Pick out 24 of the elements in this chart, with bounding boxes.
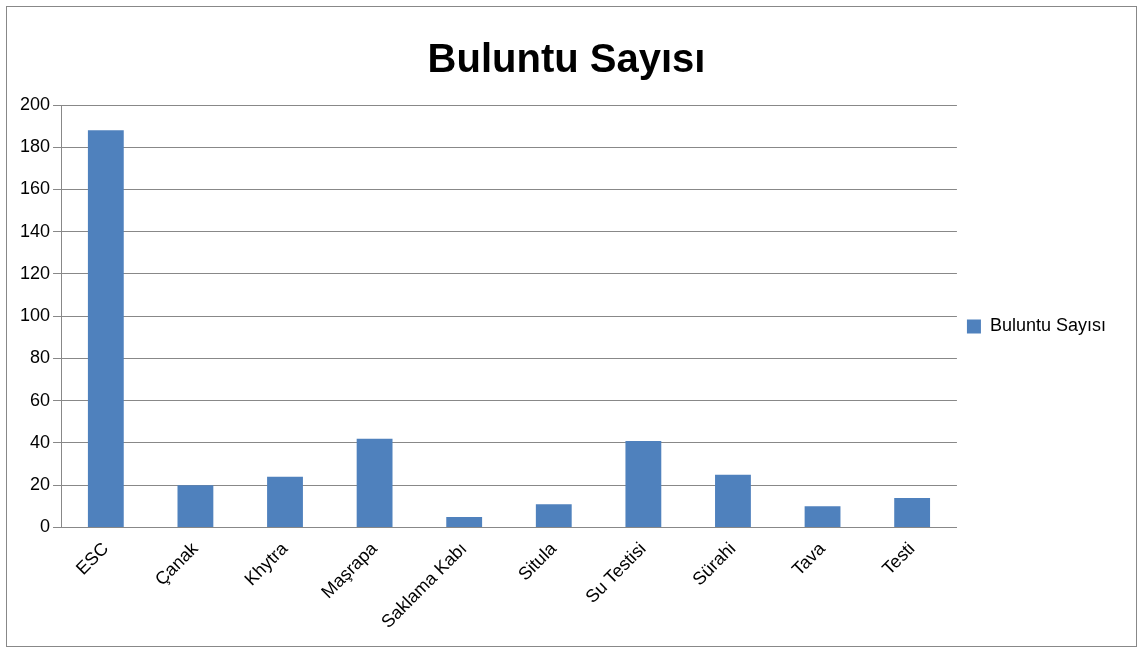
y-tick-label: 180	[19, 136, 51, 157]
x-tick-label: Tava	[787, 537, 830, 580]
bar	[267, 476, 303, 527]
bar	[87, 130, 124, 527]
bar	[715, 474, 751, 527]
bar	[446, 516, 483, 527]
y-tick-label: 60	[30, 389, 51, 410]
y-tick-label: 80	[30, 347, 51, 368]
bar	[804, 506, 841, 527]
y-tick-label: 120	[19, 262, 51, 283]
bar	[177, 485, 214, 527]
y-tick-label: 200	[19, 93, 51, 114]
y-tick-label: 140	[19, 220, 51, 241]
y-tick-label: 20	[30, 474, 51, 495]
bar	[625, 440, 662, 527]
bar	[894, 497, 931, 527]
y-tick-label: 160	[19, 178, 51, 199]
bar	[535, 504, 572, 527]
chart-title: Buluntu Sayısı	[427, 36, 706, 81]
y-tick-label: 40	[30, 431, 51, 452]
y-tick-label: 100	[19, 305, 51, 326]
bar	[356, 438, 393, 527]
legend-label: Buluntu Sayısı	[989, 315, 1107, 336]
y-tick-label: 0	[40, 516, 51, 537]
